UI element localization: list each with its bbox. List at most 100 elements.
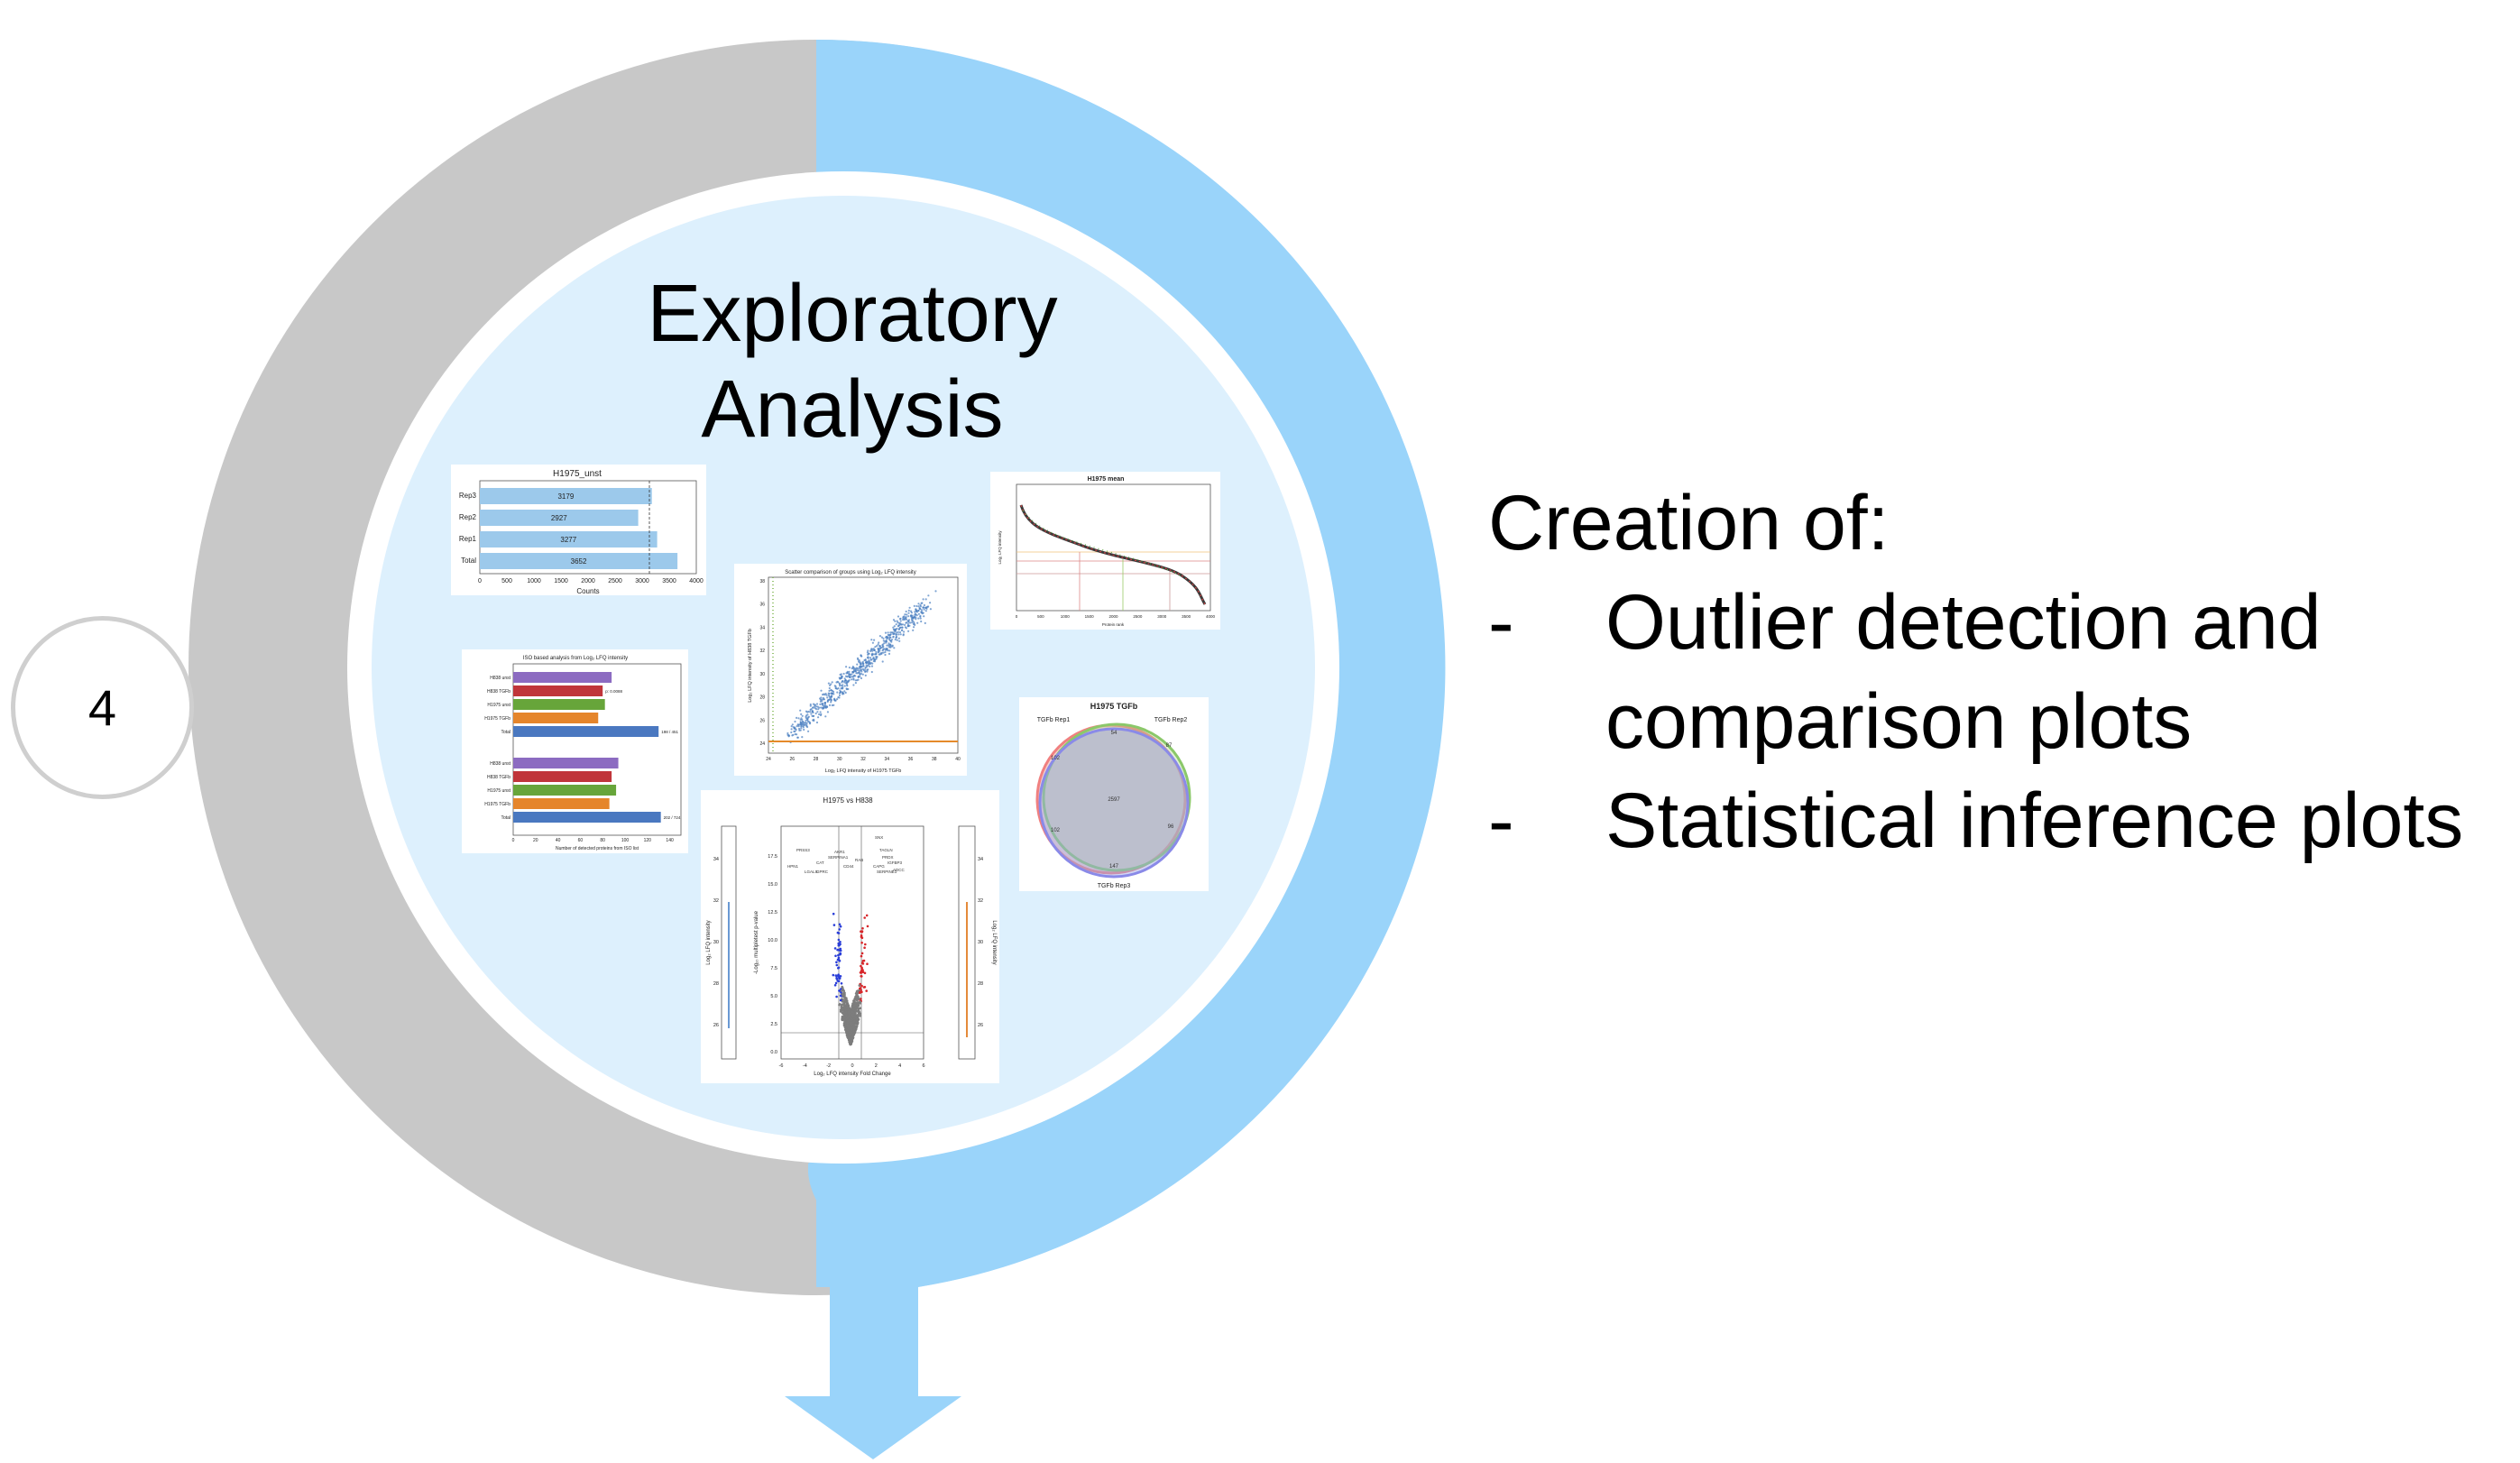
iso-tick-label: 120 [644,838,652,843]
iso-bar-note: 198 / 451 [661,730,678,734]
venn-thumbnail: H1975 TGFb TGFb Rep1 TGFb Rep2 TGFb Rep3… [1019,697,1209,891]
volcano-y-tick: 5.0 [770,994,777,999]
list-item-line: Outlier detection and [1605,579,2322,666]
volcano-gene-label: PRDX [882,855,894,860]
volcano-gene-label: SERPINA1 [828,855,849,860]
volcano-gene-label: ADCC [893,868,906,872]
volcano-side-ylabel: Log₂ LFQ intensity [991,920,997,964]
iso-tick-label: 40 [556,838,561,843]
volcano-y-tick: 15.0 [768,882,777,888]
list-item-line: Statistical inference plots [1605,778,2464,864]
bar-chart-thumbnail: H1975_unst Rep3 3179 Rep2 2927 Rep1 3277 Total… [451,465,706,595]
description-heading: Creation of: [1488,480,1890,566]
iso-category-label: H838 unst [490,676,510,681]
volcano-y-tick: 12.5 [768,910,777,916]
bar-chart-title: H1975_unst [553,469,602,479]
iso-bar [513,685,603,696]
down-arrow-icon [785,1272,961,1459]
volcano-gene-label: HPN1 [787,864,799,869]
bar-chart-xlabel: Counts [576,587,599,595]
rank-x-tick: 4000 [1206,614,1216,619]
blue-arc-tail [808,1145,918,1290]
iso-category-label: H838 unst [490,761,510,767]
volcano-side-ylabel: Log₂ LFQ intensity [706,920,712,964]
bar-tick-label: 1000 [527,578,541,584]
title-line-2: Analysis [701,364,1004,455]
volcano-gene-label: SNX [875,835,883,840]
bar-category-label: Total [461,557,476,565]
volcano-x-tick: -6 [779,1063,784,1069]
bar-tick-label: 1500 [554,578,568,584]
volcano-side-tick: 26 [713,1023,719,1028]
iso-category-label: H1975 unst [487,788,510,794]
iso-tick-label: 20 [533,838,538,843]
volcano-x-tick: 4 [898,1063,901,1069]
rank-plot-ylabel: Log₂ LFQ intensity [998,530,1002,565]
rank-x-tick: 0 [1016,614,1018,619]
venn-label-2: TGFb Rep2 [1154,717,1188,723]
volcano-side-tick: 34 [713,857,719,862]
iso-category-label: H1975 TGFb [484,716,510,722]
rank-x-tick: 1000 [1061,614,1071,619]
iso-bar [513,713,599,723]
iso-category-label: Total [501,815,510,821]
scatter-ylabel: Log₂ LFQ intensity of H838 TGFb [748,629,753,703]
bar-tick-label: 0 [478,578,482,584]
venn-number: 102 [1051,756,1061,761]
volcano-side-tick: 30 [978,940,983,945]
venn-number: 54 [1111,731,1117,736]
venn-number: 2597 [1108,797,1120,803]
volcano-gene-label: LGALS [805,870,818,874]
volcano-gene-label: PRSS3 [796,848,810,852]
volcano-side-tick: 32 [713,898,719,904]
bar-value-label: 3277 [560,536,576,544]
bar-value-label: 3652 [571,557,587,566]
volcano-gene-label: CD44 [843,864,854,869]
scatter-x-tick: 26 [789,757,795,762]
iso-bar-note: 202 / 724 [664,815,681,820]
volcano-x-tick: 6 [922,1063,924,1069]
iso-category-label: H1975 TGFb [484,802,510,807]
rank-x-tick: 3500 [1182,614,1191,619]
rank-plot-thumbnail: H1975 mean 0 500 1000 1500 2000 2500 3000 3500 4… [990,472,1220,630]
volcano-y-tick: 7.5 [770,966,777,971]
iso-analysis-thumbnail: ISO based analysis from Log₂ LFQ intensi… [462,649,688,853]
volcano-x-tick: -2 [826,1063,831,1069]
volcano-ylabel: -Log₁₀ multipletest p-value [754,910,759,974]
bar-tick-label: 500 [501,578,512,584]
volcano-title: H1975 vs H838 [823,796,873,805]
volcano-side-tick: 34 [978,857,983,862]
venn-label-1: TGFb Rep1 [1037,717,1071,723]
volcano-y-tick: 2.5 [770,1022,777,1027]
iso-bar [513,726,659,737]
iso-title: ISO based analysis from Log₂ LFQ intensi… [523,656,628,661]
volcano-side-tick: 28 [713,981,719,987]
scatter-xlabel: Log₂ LFQ intensity of H1975 TGFb [825,768,902,774]
bar-category-label: Rep2 [459,513,477,521]
bullet-dash: - [1488,579,1514,666]
volcano-side-tick: 32 [978,898,983,904]
iso-tick-label: 80 [600,838,605,843]
volcano-gene-label: CAPG [873,864,885,869]
scatter-y-tick: 30 [759,672,765,677]
scatter-x-tick: 38 [932,757,937,762]
venn-number: 147 [1109,864,1119,870]
bar-value-label: 2927 [551,514,567,522]
bar-category-label: Rep3 [459,492,477,500]
bar-category-label: Rep1 [459,535,477,543]
bar [480,553,678,569]
list-item: - Outlier detection and comparison plots [1488,573,2507,771]
scatter-title: Scatter comparison of groups using Log₂ … [785,570,915,575]
venn-label-3: TGFb Rep3 [1098,883,1131,889]
iso-tick-label: 0 [512,838,515,843]
volcano-gene-label: CAT [816,860,824,865]
iso-bar [513,758,619,768]
scatter-y-tick: 32 [759,649,765,654]
scatter-y-tick: 34 [759,625,765,630]
iso-category-label: H838 TGFb [487,775,510,780]
iso-bar [513,672,612,683]
iso-bar [513,812,661,823]
scatter-x-tick: 30 [837,757,842,762]
rank-x-tick: 1500 [1085,614,1095,619]
